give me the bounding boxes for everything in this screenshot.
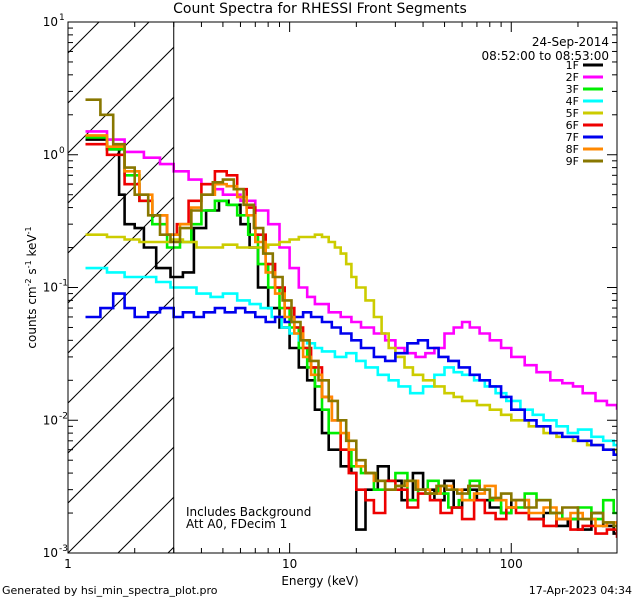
y-tick-label: 10	[43, 148, 58, 162]
x-tick-label: 10	[282, 557, 297, 571]
y-tick-label: 10	[43, 281, 58, 295]
legend-label-7F: 7F	[566, 131, 579, 144]
series-6F	[85, 142, 617, 538]
annotation-line: Att A0, FDecim 1	[186, 517, 287, 531]
hatch-line	[418, 22, 640, 553]
legend-label-5F: 5F	[566, 107, 579, 120]
series-3F	[85, 136, 617, 521]
legend-label-4F: 4F	[566, 95, 579, 108]
x-axis-label: Energy (keV)	[281, 574, 359, 588]
y-axis-label-exponent: -1	[24, 260, 33, 268]
series-9F	[85, 98, 617, 528]
series-4F	[85, 266, 617, 447]
y-axis-label-exponent: -2	[24, 278, 33, 286]
y-tick-label: 10	[43, 546, 58, 560]
legend-label-9F: 9F	[566, 155, 579, 168]
generator-footer: Generated by hsi_min_spectra_plot.pro	[2, 584, 218, 597]
legend-label-1F: 1F	[566, 59, 579, 72]
hatch-line	[68, 46, 174, 154]
plot-frame	[67, 21, 618, 554]
hatch-line	[68, 96, 174, 204]
series-7F	[85, 292, 617, 456]
hatch-line	[68, 396, 174, 504]
annotation-line: Includes Background	[186, 505, 311, 519]
y-axis-label: counts cm-2 s-1 keV-1	[24, 226, 39, 348]
hatch-line	[618, 22, 640, 553]
legend-label-2F: 2F	[566, 71, 579, 84]
y-tick-exponent: -1	[59, 279, 68, 289]
y-axis-label-part: s	[25, 268, 39, 278]
y-tick-label: 10	[43, 15, 58, 29]
legend-date: 24-Sep-2014	[532, 35, 609, 49]
series-lines	[85, 98, 617, 538]
legend-label-3F: 3F	[566, 83, 579, 96]
x-tick-label: 1	[64, 557, 72, 571]
y-tick-label: 10	[43, 413, 58, 427]
series-5F	[85, 233, 617, 455]
chart-title: Count Spectra for RHESSI Front Segments	[173, 1, 467, 17]
y-tick-exponent: -3	[59, 544, 68, 554]
y-tick-exponent: -2	[59, 411, 68, 421]
y-tick-exponent: 0	[59, 146, 65, 156]
legend-time-range: 08:52:00 to 08:53:00	[482, 49, 609, 63]
hatch-line	[518, 22, 640, 553]
hatch-line	[68, 196, 174, 304]
axis-ticks	[67, 22, 618, 554]
excluded-energy-hatch	[68, 22, 640, 553]
generated-date: 17-Apr-2023 04:34	[528, 584, 632, 597]
hatch-line	[68, 246, 174, 354]
hatch-line	[68, 446, 174, 553]
y-tick-exponent: 1	[59, 13, 65, 23]
y-axis-label-part: counts cm	[25, 286, 39, 348]
x-tick-label: 100	[500, 557, 523, 571]
y-axis-label-exponent: -1	[24, 226, 33, 234]
y-axis-label-part: keV	[25, 234, 39, 261]
legend-label-6F: 6F	[566, 119, 579, 132]
legend-label-8F: 8F	[566, 143, 579, 156]
